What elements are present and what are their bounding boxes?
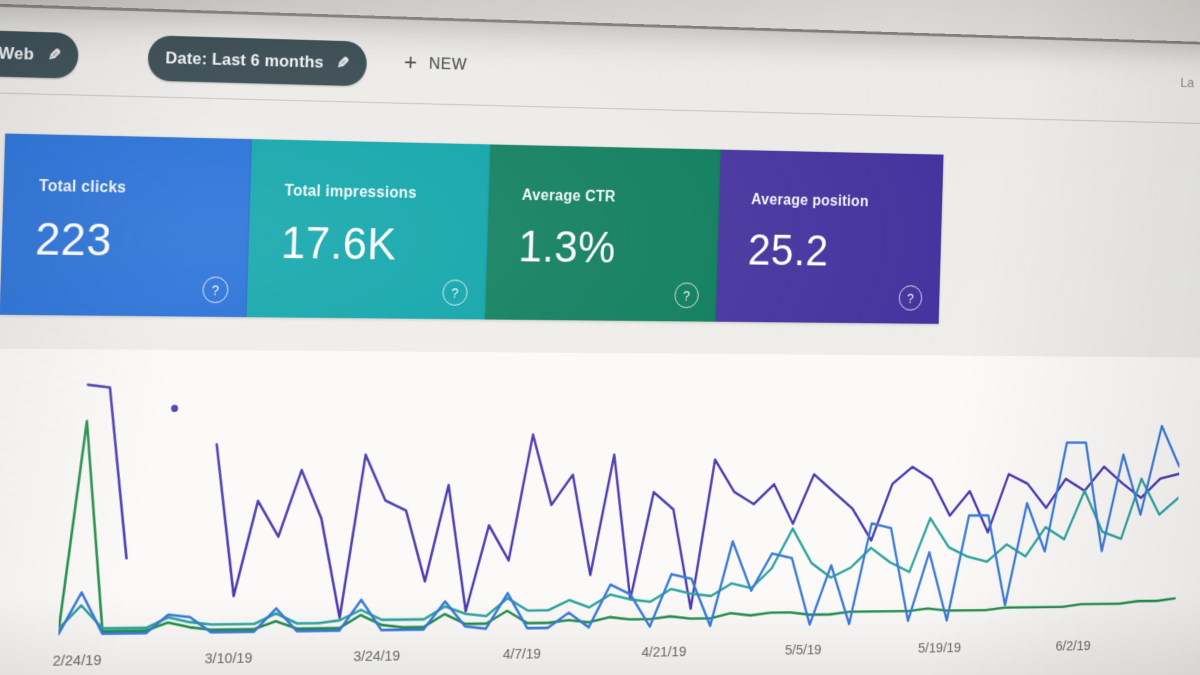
filter-bar: type: Web ✎ Date: Last 6 months ✎ + NEW … (0, 5, 1200, 124)
performance-chart: 2/24/19 3/10/19 3/24/19 4/7/19 4/21/19 5/5/19… (0, 348, 1200, 675)
help-glyph: ? (451, 284, 459, 301)
help-icon[interactable]: ? (674, 282, 700, 309)
card-value: 1.3% (517, 220, 617, 273)
card-label: Average CTR (521, 187, 616, 206)
card-label: Total clicks (38, 178, 127, 197)
help-icon[interactable]: ? (202, 276, 229, 304)
filter-chip-label: type: Web (0, 42, 35, 64)
x-tick-label: 4/21/19 (641, 643, 687, 661)
help-glyph: ? (211, 281, 220, 298)
card-average-ctr[interactable]: Average CTR 1.3% ? (485, 144, 721, 322)
help-glyph: ? (906, 290, 915, 306)
edit-pencil-icon[interactable]: ✎ (47, 47, 62, 65)
metric-cards-row: Total clicks 223 ? Total impressions 17.… (0, 133, 944, 324)
x-tick-label: 6/2/19 (1055, 638, 1091, 655)
card-value: 17.6K (280, 216, 398, 270)
new-button-label: NEW (428, 54, 468, 74)
x-tick-label: 2/24/19 (52, 652, 102, 670)
help-glyph: ? (682, 287, 691, 303)
filter-chip-search-type[interactable]: type: Web ✎ (0, 28, 80, 79)
x-tick-label: 3/10/19 (204, 649, 253, 668)
card-value: 223 (34, 212, 113, 266)
card-label: Total impressions (284, 182, 417, 202)
help-icon[interactable]: ? (898, 285, 923, 311)
x-tick-label: 5/19/19 (917, 639, 962, 657)
chart-canvas (58, 373, 1182, 647)
card-total-clicks[interactable]: Total clicks 223 ? (0, 133, 253, 318)
card-average-position[interactable]: Average position 25.2 ? (715, 149, 944, 324)
filter-chip-date-range[interactable]: Date: Last 6 months ✎ (147, 35, 368, 87)
x-tick-label: 5/5/19 (784, 641, 822, 659)
chart-point-average-position (171, 404, 179, 412)
new-filter-button[interactable]: + NEW (398, 49, 473, 77)
x-tick-label: 4/7/19 (502, 645, 542, 663)
card-value: 25.2 (747, 224, 830, 275)
card-total-impressions[interactable]: Total impressions 17.6K ? (246, 139, 491, 320)
plus-icon: + (403, 49, 419, 77)
filter-chip-label: Date: Last 6 months (165, 48, 325, 72)
card-label: Average position (750, 191, 869, 211)
edit-pencil-icon[interactable]: ✎ (336, 55, 350, 73)
help-icon[interactable]: ? (442, 279, 468, 306)
x-tick-label: 3/24/19 (353, 647, 401, 666)
last-updated-text-fragment: La (1180, 75, 1195, 91)
